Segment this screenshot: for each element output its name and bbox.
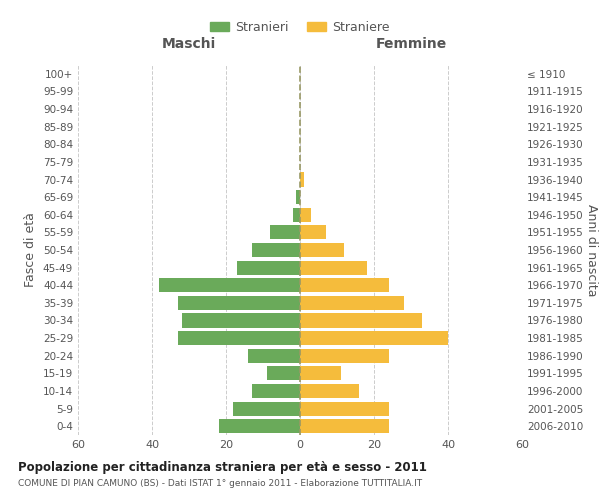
Text: COMUNE DI PIAN CAMUNO (BS) - Dati ISTAT 1° gennaio 2011 - Elaborazione TUTTITALI: COMUNE DI PIAN CAMUNO (BS) - Dati ISTAT … (18, 479, 422, 488)
Bar (300, 226, 326, 239)
Bar (296, 190, 300, 204)
Y-axis label: Fasce di età: Fasce di età (25, 212, 37, 288)
Text: Popolazione per cittadinanza straniera per età e sesso - 2011: Popolazione per cittadinanza straniera p… (18, 462, 427, 474)
Bar (252, 243, 300, 257)
Bar (300, 208, 311, 222)
Bar (178, 331, 300, 345)
Bar (300, 260, 367, 274)
Y-axis label: Anni di nascita: Anni di nascita (584, 204, 598, 296)
Bar (300, 419, 389, 433)
Bar (182, 314, 300, 328)
Bar (237, 260, 300, 274)
Text: Femmine: Femmine (376, 37, 446, 51)
Bar (248, 348, 300, 363)
Bar (271, 226, 300, 239)
Bar (300, 331, 448, 345)
Bar (266, 366, 300, 380)
Bar (300, 314, 422, 328)
Text: Maschi: Maschi (162, 37, 216, 51)
Legend: Stranieri, Straniere: Stranieri, Straniere (205, 16, 395, 39)
Bar (218, 419, 300, 433)
Bar (252, 384, 300, 398)
Bar (300, 384, 359, 398)
Bar (160, 278, 300, 292)
Bar (233, 402, 300, 415)
Bar (300, 278, 389, 292)
Bar (300, 402, 389, 415)
Bar (300, 172, 304, 186)
Bar (178, 296, 300, 310)
Bar (300, 243, 344, 257)
Bar (300, 296, 404, 310)
Bar (300, 348, 389, 363)
Bar (293, 208, 300, 222)
Bar (300, 366, 341, 380)
